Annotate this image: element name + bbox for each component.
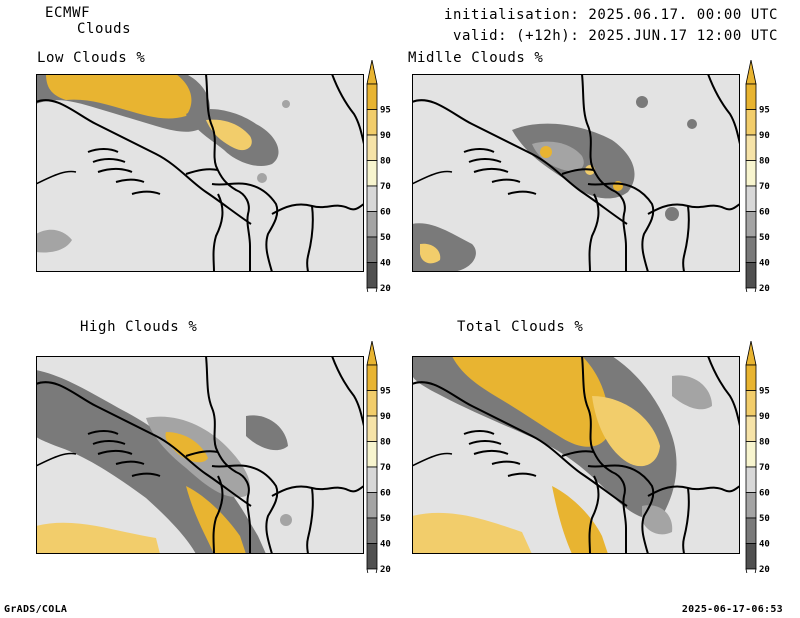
colorbar-label: 60 [380, 489, 391, 499]
colorbar-label: 90 [759, 131, 770, 141]
colorbar-label: 50 [759, 233, 770, 243]
model-name: ECMWF [45, 5, 91, 21]
colorbar-label: 50 [759, 514, 770, 524]
panel-title-total: Total Clouds % [457, 319, 584, 335]
colorbar-segment [366, 211, 378, 238]
colorbar-label: 40 [380, 540, 391, 550]
colorbar-label: 20 [759, 565, 770, 573]
colorbar-total: 95 90 80 70 60 50 40 20 [740, 340, 800, 594]
colorbar-label: 40 [759, 540, 770, 550]
colorbar-label: 60 [759, 489, 770, 499]
colorbar-segment [745, 517, 757, 544]
map-panel-total-clouds [412, 356, 740, 554]
colorbar-label: 80 [380, 157, 391, 167]
colorbar-segment [745, 134, 757, 161]
footer-software: GrADS/COLA [4, 604, 68, 615]
colorbar-label: 70 [759, 182, 770, 192]
colorbar-segment [745, 109, 757, 136]
colorbar-label: 60 [380, 208, 391, 218]
valid-time: valid: (+12h): 2025.JUN.17 12:00 UTC [452, 28, 778, 44]
colorbar-label: 70 [759, 463, 770, 473]
colorbar-label: 80 [380, 438, 391, 448]
colorbar-segment [366, 415, 378, 442]
colorbar-label: 50 [380, 514, 391, 524]
colorbar-label: 95 [380, 387, 391, 397]
colorbar-top-cap [745, 59, 757, 85]
colorbar-label: 20 [380, 565, 391, 573]
colorbar-label: 80 [759, 157, 770, 167]
colorbar-segment [745, 390, 757, 417]
colorbar-top-cap [745, 340, 757, 366]
colorbar-segment [366, 364, 378, 391]
colorbar-label: 70 [380, 182, 391, 192]
colorbar-segment [366, 543, 378, 570]
colorbar-segment [745, 466, 757, 493]
colorbar-segment [745, 160, 757, 187]
colorbar-segment [366, 466, 378, 493]
colorbar-label: 95 [759, 387, 770, 397]
colorbar-label: 95 [380, 106, 391, 116]
panel-title-high: High Clouds % [80, 319, 198, 335]
colorbar-segment [745, 83, 757, 110]
colorbar-segment [366, 236, 378, 263]
colorbar-segment [745, 185, 757, 212]
colorbar-bottom-cap [745, 287, 757, 313]
colorbar-label: 90 [380, 131, 391, 141]
colorbar-segment [366, 517, 378, 544]
colorbar-label: 60 [759, 208, 770, 218]
colorbar-high: 95 90 80 70 60 50 40 20 [361, 340, 421, 594]
colorbar-segment [366, 262, 378, 289]
map-panel-low-clouds [36, 74, 364, 272]
colorbar-segment [745, 364, 757, 391]
colorbar-segment [745, 492, 757, 519]
colorbar-segment [745, 415, 757, 442]
colorbar-bottom-cap [745, 568, 757, 594]
colorbar-segment [745, 211, 757, 238]
colorbar-label: 90 [759, 412, 770, 422]
colorbar-low: 95 90 80 70 60 50 40 20 [361, 59, 421, 313]
colorbar-label: 80 [759, 438, 770, 448]
colorbar-segment [366, 492, 378, 519]
colorbar-segment [366, 83, 378, 110]
product-name: Clouds [77, 21, 132, 37]
map-panel-high-clouds [36, 356, 364, 554]
colorbar-top-cap [366, 59, 378, 85]
colorbar-bottom-cap [366, 568, 378, 594]
colorbar-bottom-cap [366, 287, 378, 313]
colorbar-label: 20 [759, 284, 770, 292]
colorbar-segment [745, 236, 757, 263]
colorbar-middle: 95 90 80 70 60 50 40 20 [740, 59, 800, 313]
colorbar-segment [366, 109, 378, 136]
colorbar-label: 50 [380, 233, 391, 243]
colorbar-label: 95 [759, 106, 770, 116]
colorbar-label: 20 [380, 284, 391, 292]
colorbar-label: 70 [380, 463, 391, 473]
map-panel-middle-clouds [412, 74, 740, 272]
colorbar-segment [745, 543, 757, 570]
colorbar-segment [366, 185, 378, 212]
colorbar-top-cap [366, 340, 378, 366]
colorbar-segment [745, 262, 757, 289]
init-time: initialisation: 2025.06.17. 00:00 UTC [443, 7, 778, 23]
panel-title-middle: Midlle Clouds % [408, 50, 544, 66]
colorbar-label: 40 [380, 259, 391, 269]
colorbar-segment [366, 160, 378, 187]
footer-timestamp: 2025-06-17-06:53 [681, 604, 783, 615]
colorbar-segment [745, 441, 757, 468]
colorbar-segment [366, 390, 378, 417]
colorbar-label: 90 [380, 412, 391, 422]
colorbar-segment [366, 441, 378, 468]
colorbar-label: 40 [759, 259, 770, 269]
colorbar-segment [366, 134, 378, 161]
panel-title-low: Low Clouds % [37, 50, 146, 66]
